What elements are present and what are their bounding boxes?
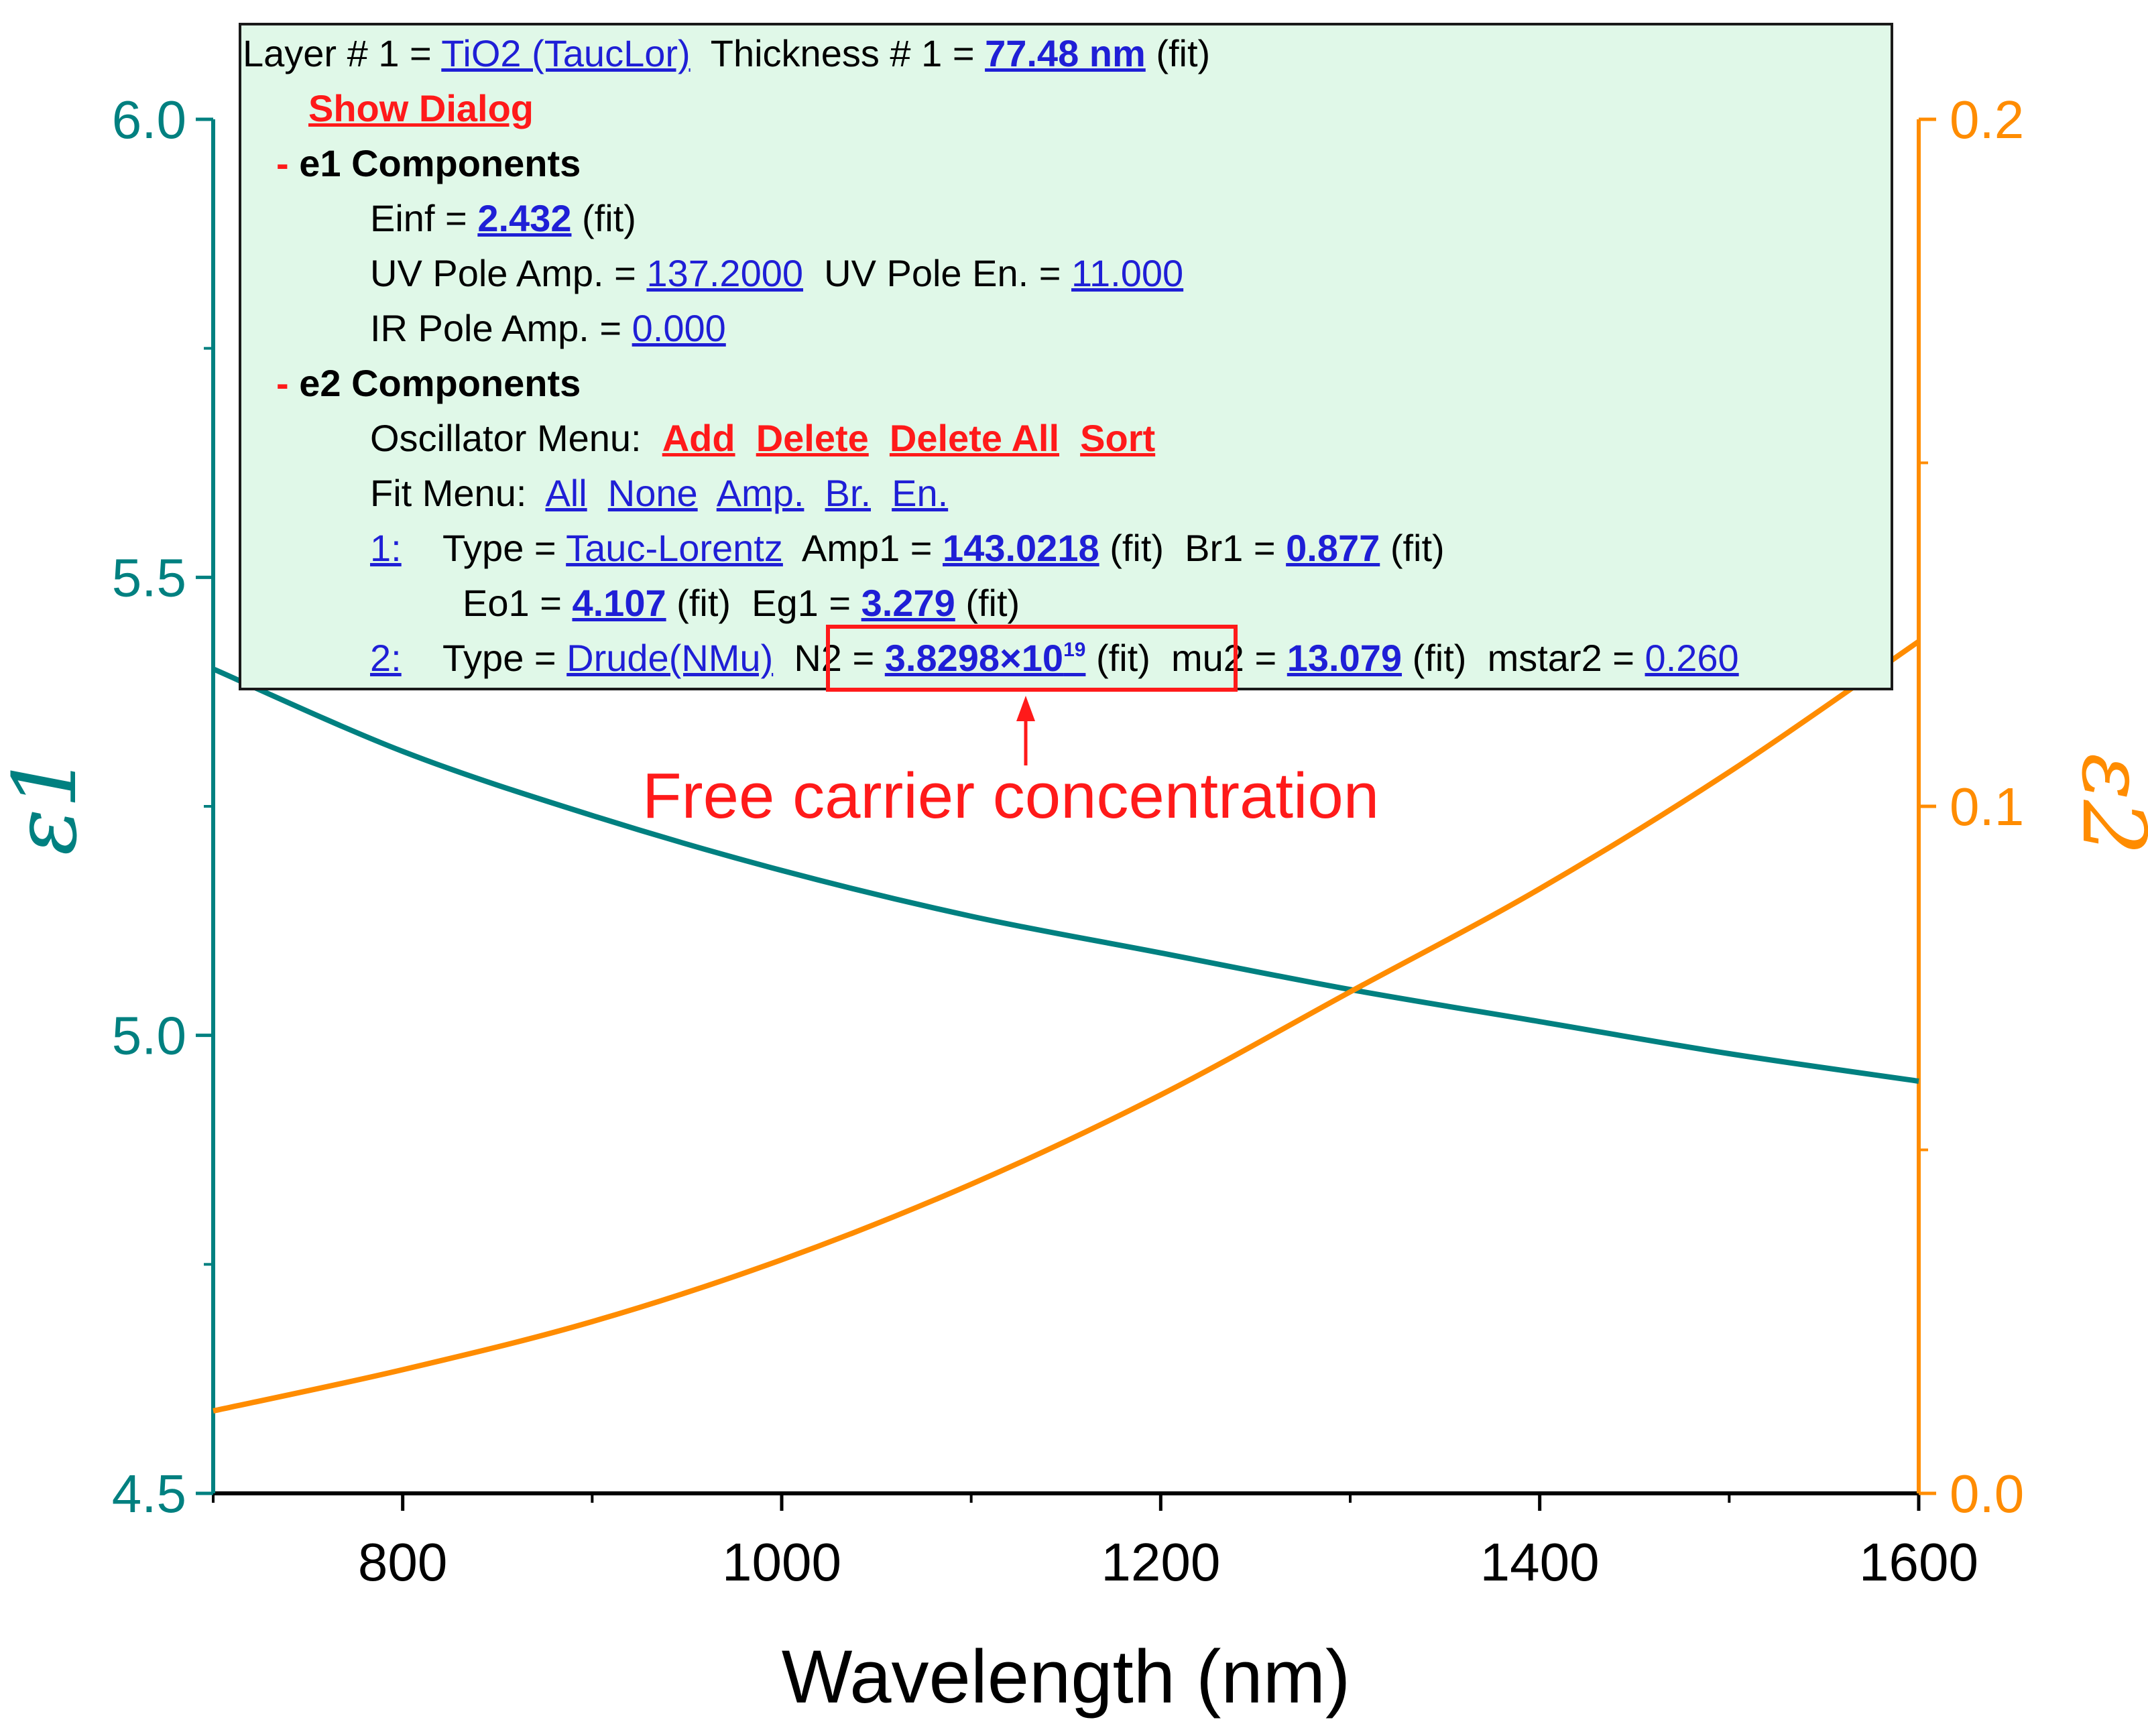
e1-components-header: e1 Components — [299, 142, 581, 184]
annotation-arrow-head — [1016, 696, 1035, 721]
eo1-label: Eo1 = — [463, 582, 562, 624]
e1-components-row[interactable]: - e1 Components — [276, 145, 581, 182]
left-y-tick-label: 5.0 — [112, 1006, 186, 1066]
fit-all-link[interactable]: All — [545, 472, 587, 514]
ir-pole-amp-label: IR Pole Amp. = — [370, 307, 622, 349]
mu2-label: mu2 = — [1171, 637, 1277, 679]
oscillator-1-index-link[interactable]: 1: — [370, 527, 402, 569]
amp1-label: Amp1 = — [801, 527, 933, 569]
oscillator-1-row: 1: Type = Tauc-Lorentz Amp1 = 143.0218 (… — [370, 530, 1445, 567]
oscillator-menu-row: Oscillator Menu: Add Delete Delete All S… — [370, 420, 1155, 457]
x-axis-label: Wavelength (nm) — [782, 1635, 1351, 1719]
oscillator-sort-button[interactable]: Sort — [1080, 417, 1156, 459]
fit-none-link[interactable]: None — [607, 472, 698, 514]
amp1-value-link[interactable]: 143.0218 — [943, 527, 1099, 569]
e2-components-header: e2 Components — [299, 362, 581, 404]
thickness-fit-tag: (fit) — [1156, 32, 1211, 74]
oscillator-2-index-link[interactable]: 2: — [370, 637, 402, 679]
uv-pole-amp-link[interactable]: 137.2000 — [646, 252, 804, 294]
br1-value-link[interactable]: 0.877 — [1286, 527, 1380, 569]
eo1-value-link[interactable]: 4.107 — [572, 582, 666, 624]
einf-fit-tag: (fit) — [582, 197, 636, 239]
oscillator-add-button[interactable]: Add — [662, 417, 735, 459]
uv-pole-amp-label: UV Pole Amp. = — [370, 252, 636, 294]
einf-label: Einf = — [370, 197, 467, 239]
uv-pole-en-link[interactable]: 11.000 — [1071, 252, 1184, 294]
oscillator-1-row-2: Eo1 = 4.107 (fit) Eg1 = 3.279 (fit) — [463, 584, 1020, 622]
annotation-highlight-box — [826, 625, 1238, 692]
ir-pole-amp-link[interactable]: 0.000 — [632, 307, 726, 349]
show-dialog-button[interactable]: Show Dialog — [308, 87, 534, 129]
x-tick-label: 1400 — [1480, 1532, 1600, 1592]
fit-en-link[interactable]: En. — [892, 472, 949, 514]
ir-pole-row: IR Pole Amp. = 0.000 — [370, 310, 726, 347]
n2-fit-tag: (fit) — [1096, 637, 1150, 679]
epsilon2-series-line — [213, 639, 1921, 1414]
uv-pole-row: UV Pole Amp. = 137.2000 UV Pole En. = 11… — [370, 255, 1183, 292]
thickness-label: Thickness # 1 = — [710, 32, 975, 74]
epsilon1-series-line — [212, 666, 1919, 1084]
x-tick-label: 800 — [358, 1532, 447, 1592]
right-y-tick-label: 0.1 — [1950, 777, 2024, 836]
oscillator-menu-label: Oscillator Menu: — [370, 417, 642, 459]
oscillator-2-type-label: Type = — [442, 637, 556, 679]
oscillator-1-type-label: Type = — [442, 527, 556, 569]
layer-label: Layer # 1 = — [243, 32, 432, 74]
n2-mantissa: 3.8298×10 — [884, 637, 1064, 679]
n2-label: N2 = — [794, 637, 875, 679]
oscillator-2-type-link[interactable]: Drude(NMu) — [566, 637, 774, 679]
x-tick-label: 1200 — [1101, 1532, 1220, 1592]
fit-amp-link[interactable]: Amp. — [716, 472, 804, 514]
oscillator-delete-all-button[interactable]: Delete All — [889, 417, 1060, 459]
fit-br-link[interactable]: Br. — [825, 472, 871, 514]
left-y-tick-label: 5.5 — [112, 548, 186, 607]
mstar2-value-link[interactable]: 0.260 — [1645, 637, 1739, 679]
oscillator-1-type-link[interactable]: Tauc-Lorentz — [566, 527, 783, 569]
x-tick-label: 1600 — [1859, 1532, 1978, 1592]
einf-value-link[interactable]: 2.432 — [477, 197, 572, 239]
e2-collapse-toggle[interactable]: - — [276, 362, 289, 404]
oscillator-delete-button[interactable]: Delete — [756, 417, 869, 459]
right-y-tick-label: 0.2 — [1950, 90, 2024, 149]
model-parameters-panel: Layer # 1 = TiO2 (TaucLor) Thickness # 1… — [239, 23, 1893, 690]
einf-row: Einf = 2.432 (fit) — [370, 200, 636, 237]
eg1-value-link[interactable]: 3.279 — [861, 582, 955, 624]
annotation-label: Free carrier concentration — [642, 760, 1380, 832]
layer-row: Layer # 1 = TiO2 (TaucLor) Thickness # 1… — [243, 35, 1210, 72]
eg1-label: Eg1 = — [752, 582, 851, 624]
fit-menu-row: Fit Menu: All None Amp. Br. En. — [370, 475, 948, 512]
amp1-fit-tag: (fit) — [1110, 527, 1165, 569]
x-tick-label: 1000 — [722, 1532, 841, 1592]
right-y-tick-label: 0.0 — [1950, 1464, 2024, 1524]
fit-menu-label: Fit Menu: — [370, 472, 527, 514]
uv-pole-en-label: UV Pole En. = — [824, 252, 1061, 294]
left-y-axis-label: ε1 — [0, 753, 96, 855]
left-y-tick-label: 4.5 — [112, 1464, 186, 1524]
eo1-fit-tag: (fit) — [676, 582, 731, 624]
eg1-fit-tag: (fit) — [965, 582, 1020, 624]
oscillator-2-row: 2: Type = Drude(NMu) N2 = 3.8298×1019 (f… — [370, 639, 1739, 677]
n2-value-link[interactable]: 3.8298×1019 — [885, 637, 1086, 679]
thickness-value-link[interactable]: 77.48 nm — [985, 32, 1146, 74]
layer-material-link[interactable]: TiO2 (TaucLor) — [441, 32, 691, 74]
right-y-axis-label: ε2 — [2063, 753, 2148, 855]
br1-label: Br1 = — [1185, 527, 1276, 569]
br1-fit-tag: (fit) — [1390, 527, 1445, 569]
mu2-value-link[interactable]: 13.079 — [1287, 637, 1403, 679]
mu2-fit-tag: (fit) — [1412, 637, 1467, 679]
e2-components-row[interactable]: - e2 Components — [276, 365, 581, 402]
left-y-tick-label: 6.0 — [112, 90, 186, 149]
mstar2-label: mstar2 = — [1487, 637, 1634, 679]
show-dialog-row: Show Dialog — [308, 90, 534, 127]
n2-exponent: 19 — [1063, 639, 1086, 661]
e1-collapse-toggle[interactable]: - — [276, 142, 289, 184]
